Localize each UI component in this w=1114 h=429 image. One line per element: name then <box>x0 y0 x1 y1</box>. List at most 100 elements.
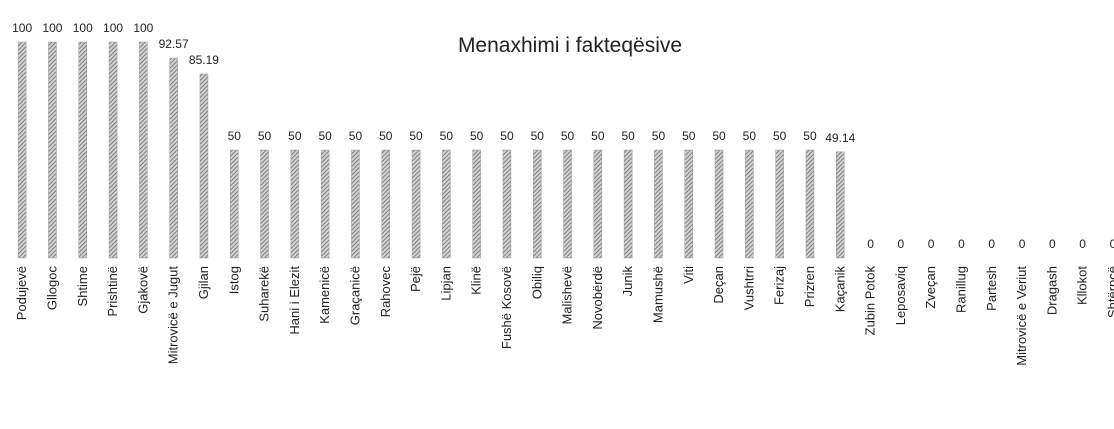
x-tick-label: Junik <box>620 266 635 297</box>
value-label: 0 <box>1049 237 1056 251</box>
value-label: 50 <box>349 129 363 143</box>
value-label: 50 <box>652 129 666 143</box>
x-tick-label: Zubin Potok <box>863 266 878 336</box>
bar <box>108 41 118 259</box>
x-tick-label: Pejë <box>408 266 423 292</box>
bar <box>411 149 421 259</box>
value-label: 50 <box>803 129 817 143</box>
value-label: 50 <box>470 129 484 143</box>
value-label: 0 <box>988 237 995 251</box>
x-tick-label: Mitrovicë e Veriut <box>1014 266 1029 366</box>
x-tick-label: Zveçan <box>923 266 938 309</box>
bar <box>78 41 87 259</box>
value-label: 50 <box>712 129 726 143</box>
x-tick-label: Graçanicë <box>347 266 362 325</box>
bar <box>775 149 784 259</box>
value-label: 50 <box>379 129 393 143</box>
value-label: 49.14 <box>825 131 855 145</box>
bar <box>836 151 845 259</box>
bar <box>381 149 390 259</box>
value-label: 0 <box>867 237 874 251</box>
value-label: 50 <box>682 129 696 143</box>
x-tick-label: Leposaviq <box>893 266 908 325</box>
x-tick-label: Kamenicë <box>317 266 332 324</box>
x-tick-label: Istog <box>226 266 241 294</box>
value-label: 100 <box>42 21 62 35</box>
x-tick-label: Mamushë <box>650 266 665 323</box>
value-label: 0 <box>898 237 905 251</box>
x-tick-label: Dragash <box>1044 266 1059 315</box>
value-label: 50 <box>621 129 635 143</box>
bar <box>593 149 603 259</box>
x-tick-label: Viti <box>681 266 696 284</box>
x-tick-label: Ranillug <box>953 266 968 313</box>
value-label: 100 <box>133 21 153 35</box>
value-label: 50 <box>531 129 545 143</box>
x-tick-label: Suharekë <box>257 266 272 322</box>
bar <box>684 149 693 259</box>
value-label: 50 <box>258 129 272 143</box>
bar <box>714 149 724 259</box>
bar <box>230 149 239 259</box>
bar <box>290 149 300 259</box>
x-tick-label: Shtime <box>75 266 90 306</box>
value-label: 92.57 <box>159 37 189 51</box>
value-label: 50 <box>228 129 242 143</box>
x-tick-label: Deçan <box>711 266 726 304</box>
bar <box>654 149 663 259</box>
value-label: 50 <box>409 129 423 143</box>
x-tick-label: Hani i Elezit <box>287 266 302 335</box>
x-tick-label: Ferizaj <box>772 266 787 305</box>
value-label: 0 <box>1110 237 1114 251</box>
value-label: 50 <box>773 129 787 143</box>
value-label: 50 <box>591 129 605 143</box>
x-tick-label: Fushë Kosovë <box>499 266 514 349</box>
chart-title: Menaxhimi i fakteqësive <box>458 34 682 57</box>
bar <box>199 73 209 259</box>
x-tick-label: Gjilan <box>196 266 211 299</box>
bar <box>139 41 148 259</box>
value-label: 100 <box>103 21 123 35</box>
value-label: 100 <box>73 21 93 35</box>
bar <box>48 41 57 259</box>
bar <box>623 149 633 259</box>
value-label: 50 <box>743 129 757 143</box>
x-tick-label: Novobërdë <box>590 266 605 330</box>
value-label: 0 <box>1079 237 1086 251</box>
bar <box>472 149 481 259</box>
x-tick-label: Kllokot <box>1075 266 1090 305</box>
bar <box>442 149 451 259</box>
x-tick-label: Partesh <box>984 266 999 311</box>
bar <box>260 149 269 259</box>
value-label: 0 <box>1019 237 1026 251</box>
x-tick-label: Klinë <box>469 266 484 295</box>
x-tick-label: Lipjan <box>438 266 453 301</box>
x-tick-label: Obiliq <box>529 266 544 299</box>
bar <box>805 149 815 259</box>
bar <box>745 149 754 259</box>
value-label: 50 <box>440 129 454 143</box>
x-tick-label: Vushtrri <box>741 266 756 310</box>
x-tick-label: Rahovec <box>378 266 393 318</box>
value-label: 0 <box>958 237 965 251</box>
bar <box>533 149 542 259</box>
x-tick-label: Gllogoc <box>44 266 59 311</box>
bar <box>17 41 27 259</box>
x-tick-label: Shtërpcë <box>1105 266 1114 318</box>
x-tick-label: Gjakovë <box>135 266 150 314</box>
x-tick-label: Prizren <box>802 266 817 307</box>
bar <box>563 149 572 259</box>
value-label: 85.19 <box>189 53 219 67</box>
x-tick-label: Kaçanik <box>832 266 847 313</box>
value-label: 100 <box>12 21 32 35</box>
value-label: 0 <box>928 237 935 251</box>
value-label: 50 <box>561 129 575 143</box>
bar <box>169 57 178 259</box>
bar <box>502 149 512 259</box>
bar <box>351 149 360 259</box>
value-label: 50 <box>318 129 332 143</box>
x-tick-label: Prishtinë <box>105 266 120 317</box>
x-tick-label: Podujevë <box>14 266 29 320</box>
value-label: 50 <box>500 129 514 143</box>
